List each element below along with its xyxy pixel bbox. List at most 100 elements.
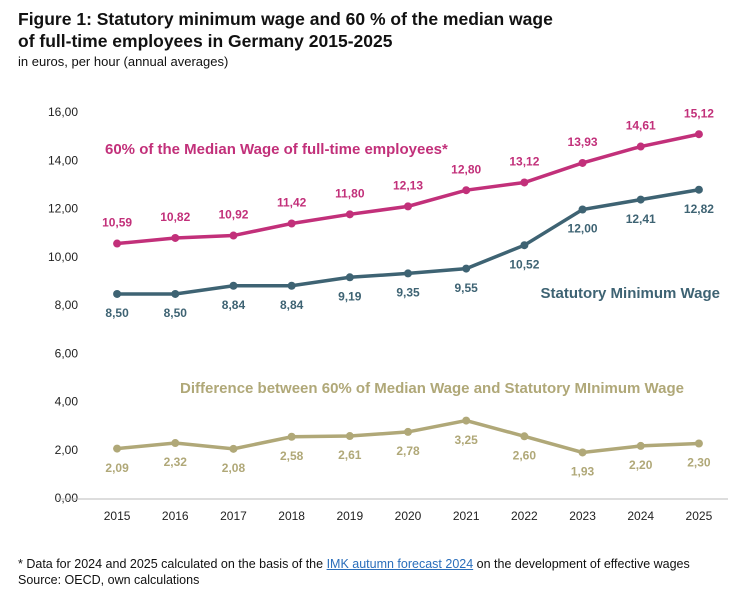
data-label: 2,60: [513, 448, 537, 462]
y-tick-label: 14,00: [48, 153, 78, 167]
data-point: [404, 269, 412, 278]
series-name: Difference between 60% of Median Wage an…: [180, 380, 684, 397]
data-label: 2,30: [687, 456, 711, 470]
data-point: [578, 448, 587, 457]
footnote-text: on the development of effective wages: [476, 557, 690, 571]
data-label: 8,84: [280, 298, 304, 312]
data-point: [694, 185, 703, 194]
data-label: 9,55: [455, 281, 479, 295]
footnote-text: * Data for 2024 and 2025 calculated on t…: [18, 557, 324, 571]
data-label: 2,20: [629, 458, 653, 472]
data-label: 10,52: [509, 257, 539, 271]
data-point: [229, 231, 238, 240]
chart-title: Figure 1: Statutory minimum wage and 60 …: [18, 9, 553, 29]
x-tick-label: 2015: [104, 509, 131, 523]
x-tick-label: 2018: [278, 509, 305, 523]
x-tick-label: 2024: [627, 509, 654, 523]
data-point: [345, 210, 354, 219]
data-point: [694, 439, 703, 448]
x-tick-label: 2019: [336, 509, 363, 523]
data-label: 8,50: [105, 306, 129, 320]
data-point: [113, 444, 122, 453]
data-label: 3,25: [455, 433, 479, 447]
data-label: 10,82: [160, 210, 190, 224]
data-point: [694, 130, 703, 139]
y-tick-label: 10,00: [48, 250, 78, 264]
data-point: [520, 241, 529, 250]
data-point: [229, 281, 238, 290]
chart-title-line2: of full-time employees in Germany 2015-2…: [18, 31, 393, 51]
data-label: 12,13: [393, 179, 423, 193]
data-label: 2,61: [338, 448, 362, 462]
data-point: [520, 432, 529, 441]
data-point: [113, 239, 122, 248]
data-point: [520, 178, 529, 187]
y-tick-label: 2,00: [55, 443, 79, 457]
data-point: [462, 264, 471, 273]
source: Source: OECD, own calculations: [18, 573, 200, 587]
data-label: 14,61: [626, 119, 656, 133]
data-label: 2,09: [105, 461, 129, 475]
data-label: 12,00: [568, 222, 598, 236]
y-tick-label: 0,00: [55, 491, 79, 505]
data-label: 1,93: [571, 465, 595, 479]
data-label: 2,32: [164, 455, 188, 469]
data-point: [113, 289, 122, 298]
series-name: 60% of the Median Wage of full-time empl…: [105, 141, 448, 158]
data-point: [462, 416, 471, 425]
x-tick-label: 2022: [511, 509, 538, 523]
x-tick-label: 2023: [569, 509, 596, 523]
series-name: Statutory Minimum Wage: [541, 285, 720, 302]
chart-subtitle: in euros, per hour (annual averages): [18, 54, 229, 69]
data-label: 11,80: [335, 186, 365, 200]
data-point: [171, 233, 180, 242]
data-label: 2,58: [280, 449, 304, 463]
data-point: [404, 202, 412, 211]
data-label: 2,78: [396, 444, 420, 458]
footnote: * Data for 2024 and 2025 calculated on t…: [18, 556, 690, 572]
y-tick-label: 8,00: [55, 298, 79, 312]
data-label: 9,19: [338, 289, 362, 303]
data-label: 13,12: [509, 155, 539, 169]
data-label: 8,50: [164, 306, 188, 320]
data-label: 9,35: [396, 286, 420, 300]
data-label: 12,82: [684, 202, 714, 216]
title-block: Figure 1: Statutory minimum wage and 60 …: [18, 8, 553, 52]
data-point: [287, 432, 296, 441]
footnote-block: * Data for 2024 and 2025 calculated on t…: [18, 556, 690, 588]
data-point: [229, 444, 238, 453]
data-label: 12,80: [451, 162, 481, 176]
footnote-link[interactable]: IMK autumn forecast 2024: [326, 557, 474, 571]
data-label: 10,92: [218, 208, 248, 222]
data-label: 15,12: [684, 106, 714, 120]
data-point: [636, 195, 645, 204]
x-tick-label: 2021: [453, 509, 480, 523]
data-point: [287, 219, 296, 228]
x-tick-label: 2016: [162, 509, 189, 523]
data-point: [345, 273, 354, 282]
data-label: 12,41: [626, 212, 656, 226]
data-point: [636, 441, 645, 450]
data-point: [578, 205, 587, 214]
x-tick-label: 2020: [395, 509, 422, 523]
data-point: [345, 432, 354, 441]
x-tick-label: 2025: [686, 509, 713, 523]
data-label: 11,42: [277, 196, 307, 210]
y-tick-label: 6,00: [55, 346, 79, 360]
y-tick-label: 4,00: [55, 395, 79, 409]
data-label: 13,93: [568, 135, 598, 149]
data-point: [462, 186, 471, 195]
x-tick-label: 2017: [220, 509, 247, 523]
y-tick-label: 12,00: [48, 202, 78, 216]
data-label: 8,84: [222, 298, 246, 312]
data-point: [171, 439, 180, 448]
y-tick-label: 16,00: [48, 105, 78, 119]
data-point: [287, 281, 296, 290]
data-point: [636, 142, 645, 151]
data-point: [578, 158, 587, 167]
data-point: [171, 289, 180, 298]
data-label: 10,59: [102, 216, 132, 230]
data-point: [404, 427, 412, 436]
